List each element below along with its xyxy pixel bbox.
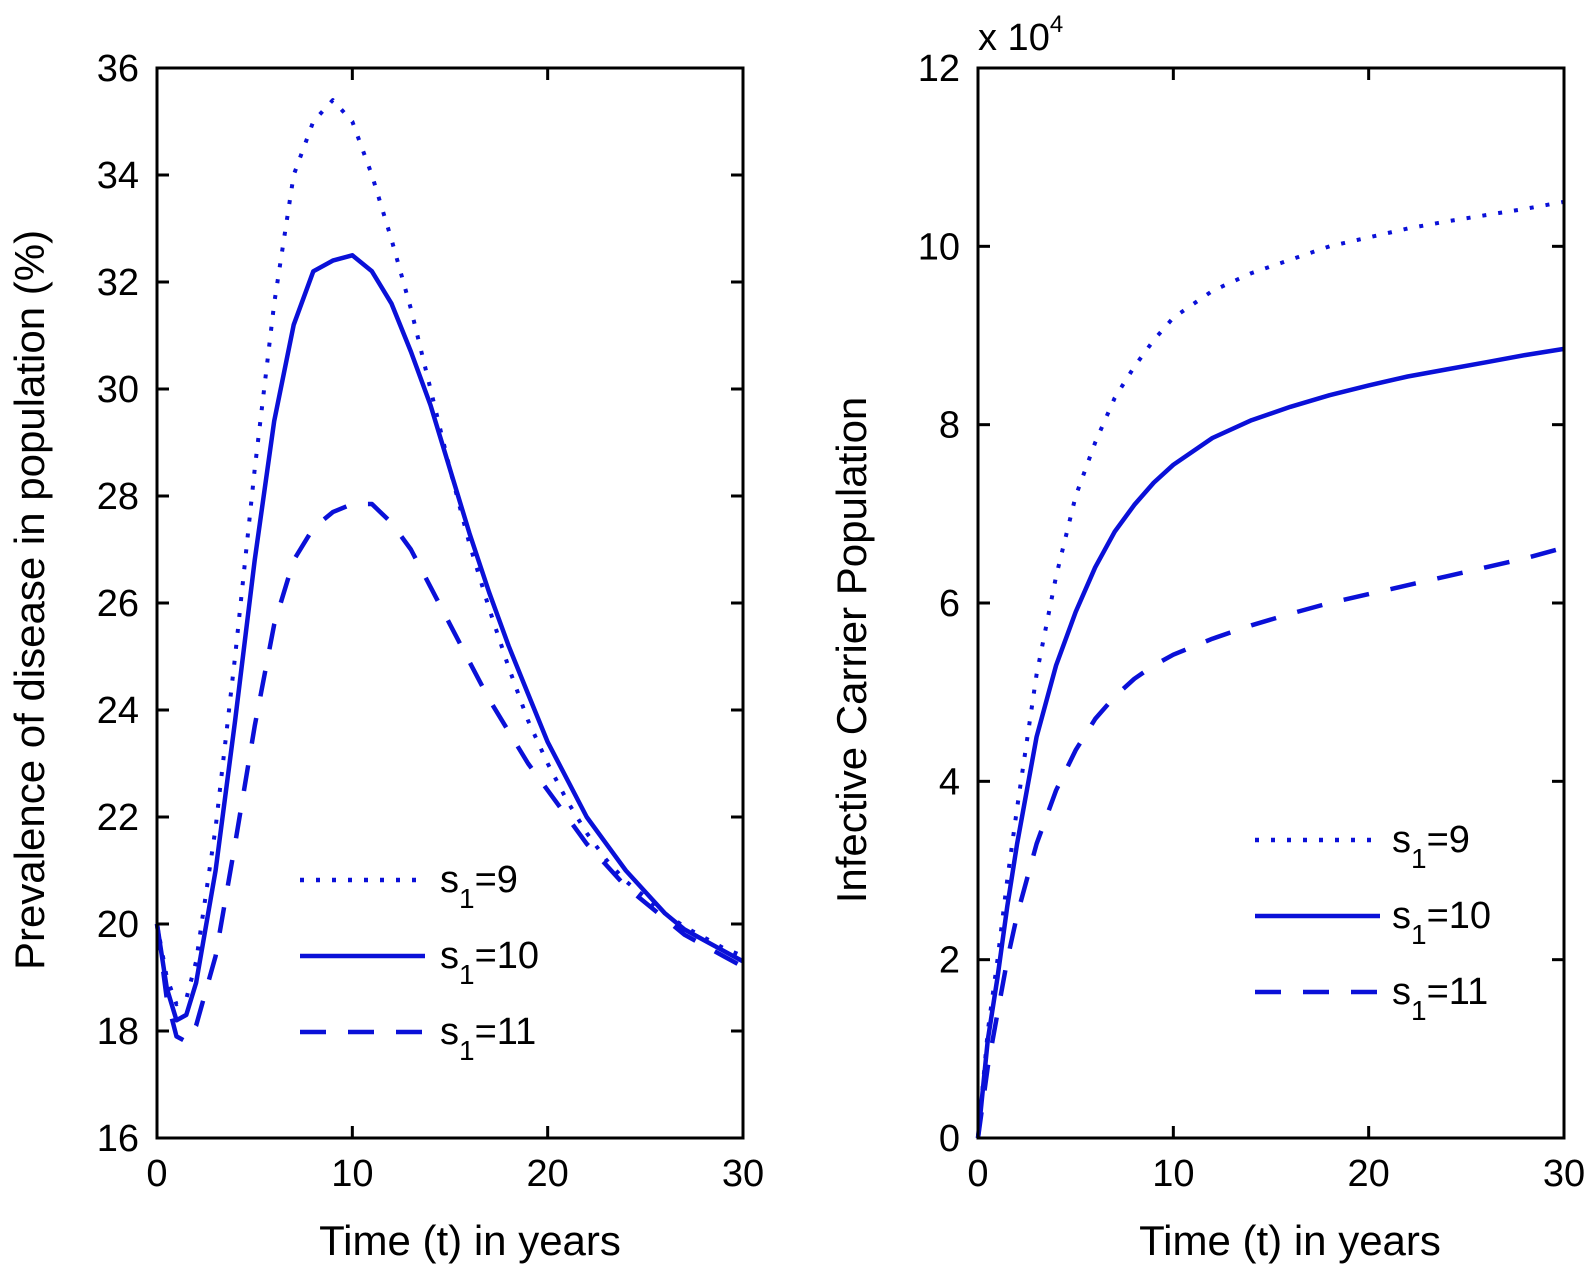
prevalence-y-tick-label: 32 [97, 262, 139, 304]
carrier-series-line-s1-10 [975, 346, 1565, 1139]
carrier-chart: 0 10 20 30 0 2 4 6 8 10 12 s1=9 s1=10 s1=11 Time (t)… [828, 11, 1585, 1264]
carrier-y-tick-label: 0 [939, 1118, 960, 1160]
prevalence-plot-frame [155, 66, 745, 1140]
prevalence-y-tick-label: 34 [97, 155, 139, 197]
prevalence-y-tick-label: 30 [97, 369, 139, 411]
carrier-x-tick-label: 10 [1152, 1153, 1194, 1195]
prevalence-y-tick-label: 18 [97, 1011, 139, 1053]
carrier-legend-label: s1=9 [1392, 819, 1470, 874]
carrier-x-tick-label: 20 [1348, 1153, 1390, 1195]
carrier-y-tick-label: 12 [918, 48, 960, 90]
prevalence-y-tick-label: 28 [97, 476, 139, 518]
prevalence-y-tick-label: 20 [97, 904, 139, 946]
prevalence-y-axis-label: Prevalence of disease in population (%) [6, 230, 53, 970]
carrier-series-line-s1-9 [976, 199, 1565, 1139]
prevalence-series-line-s1-11 [154, 501, 745, 1044]
carrier-x-axis-label: Time (t) in years [1139, 1217, 1441, 1264]
carrier-y-tick-label: 2 [939, 940, 960, 982]
carrier-ticks: 0 10 20 30 0 2 4 6 8 10 12 [918, 48, 1585, 1195]
prevalence-ticks: 0 10 20 30 16 18 20 22 24 26 28 30 32 34 36 [97, 48, 764, 1195]
y-multiplier-exponent: 4 [1050, 11, 1063, 38]
prevalence-series-line-s1-10 [154, 253, 745, 1023]
carrier-y-axis-label: Infective Carrier Population [828, 397, 875, 904]
prevalence-legend-label: s1=10 [440, 935, 539, 990]
prevalence-y-tick-label: 24 [97, 690, 139, 732]
carrier-legend-label: s1=10 [1392, 895, 1491, 950]
prevalence-y-tick-label: 16 [97, 1118, 139, 1160]
carrier-x-tick-label: 30 [1543, 1153, 1585, 1195]
carrier-legend: s1=9 s1=10 s1=11 [1255, 819, 1491, 1026]
y-multiplier: x 104 [978, 11, 1063, 59]
y-multiplier-base: x 10 [978, 17, 1050, 59]
carrier-y-tick-label: 4 [939, 761, 960, 803]
prevalence-legend: s1=9 s1=10 s1=11 [300, 859, 539, 1066]
prevalence-y-tick-label: 26 [97, 583, 139, 625]
carrier-x-tick-label: 0 [967, 1153, 988, 1195]
carrier-y-tick-label: 8 [939, 405, 960, 447]
prevalence-x-tick-label: 10 [331, 1153, 373, 1195]
carrier-lines [975, 199, 1565, 1139]
prevalence-x-axis-label: Time (t) in years [319, 1217, 621, 1264]
prevalence-y-tick-label: 22 [97, 797, 139, 839]
carrier-series-line-s1-11 [975, 545, 1565, 1139]
prevalence-x-tick-label: 30 [722, 1153, 764, 1195]
carrier-y-tick-label: 6 [939, 583, 960, 625]
prevalence-x-tick-label: 20 [527, 1153, 569, 1195]
prevalence-lines [154, 98, 745, 1044]
prevalence-y-tick-label: 36 [97, 48, 139, 90]
carrier-legend-label: s1=11 [1392, 971, 1488, 1026]
carrier-y-tick-label: 10 [918, 226, 960, 268]
prevalence-x-tick-label: 0 [146, 1153, 167, 1195]
prevalence-legend-label: s1=11 [440, 1011, 536, 1066]
prevalence-legend-label: s1=9 [440, 859, 518, 914]
